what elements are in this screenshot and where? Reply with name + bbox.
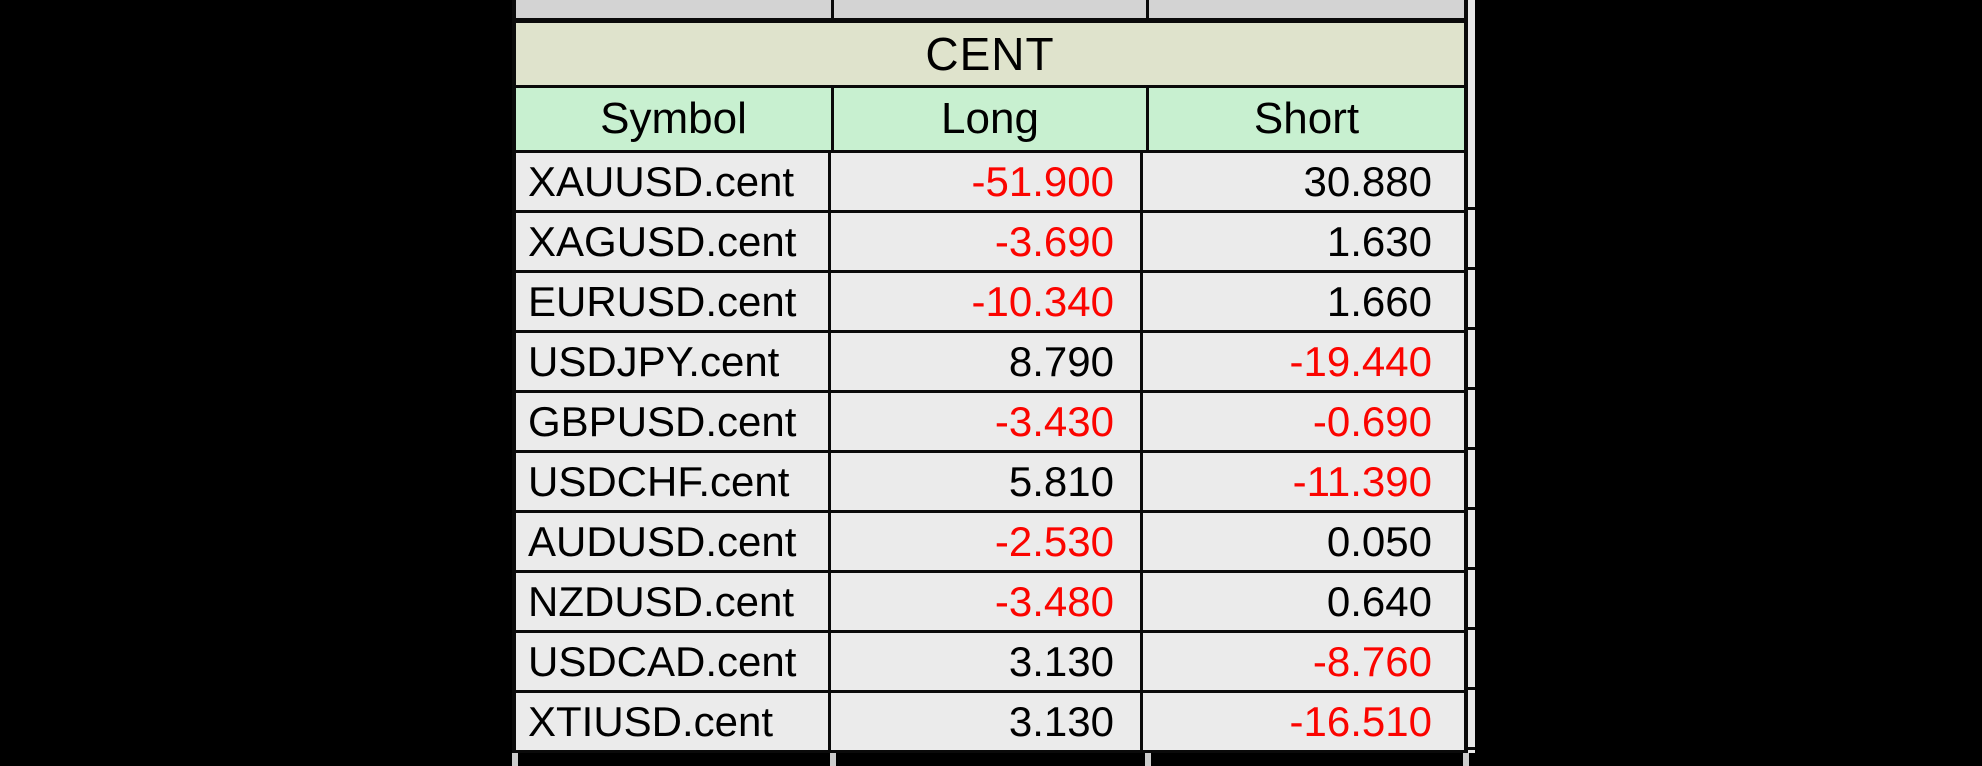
- long-value-cell: 3.130: [831, 693, 1143, 750]
- symbol-cell: EURUSD.cent: [516, 273, 831, 330]
- symbol-cell: XTIUSD.cent: [516, 693, 831, 750]
- gridline-mark: [830, 753, 836, 766]
- table-row: XTIUSD.cent 3.130 -16.510: [516, 693, 1464, 753]
- table-row: NZDUSD.cent -3.480 0.640: [516, 573, 1464, 633]
- symbol-cell: XAUUSD.cent: [516, 153, 831, 210]
- long-value-cell: -3.690: [831, 213, 1143, 270]
- symbol-cell: AUDUSD.cent: [516, 513, 831, 570]
- symbol-cell: XAGUSD.cent: [516, 213, 831, 270]
- next-row-sliver: [512, 753, 1475, 766]
- gridline-mark: [512, 753, 518, 766]
- gridline-mark: [1145, 753, 1151, 766]
- long-value-cell: -3.430: [831, 393, 1143, 450]
- long-value-cell: 8.790: [831, 333, 1143, 390]
- short-value-cell: -8.760: [1143, 633, 1458, 690]
- short-value-cell: 0.050: [1143, 513, 1458, 570]
- short-value-cell: 0.640: [1143, 573, 1458, 630]
- symbol-cell: USDCHF.cent: [516, 453, 831, 510]
- next-column-sliver: [1468, 0, 1475, 753]
- short-value-cell: -11.390: [1143, 453, 1458, 510]
- table-row: EURUSD.cent -10.340 1.660: [516, 273, 1464, 333]
- partial-cell: [834, 0, 1149, 18]
- short-value-cell: 1.630: [1143, 213, 1458, 270]
- table-row: USDCAD.cent 3.130 -8.760: [516, 633, 1464, 693]
- long-value-cell: -2.530: [831, 513, 1143, 570]
- long-value-cell: -10.340: [831, 273, 1143, 330]
- short-value-cell: -16.510: [1143, 693, 1458, 750]
- short-value-cell: -0.690: [1143, 393, 1458, 450]
- table-row: AUDUSD.cent -2.530 0.050: [516, 513, 1464, 573]
- symbol-cell: USDCAD.cent: [516, 633, 831, 690]
- long-value-cell: -51.900: [831, 153, 1143, 210]
- column-header-short: Short: [1149, 88, 1464, 150]
- table-row: XAGUSD.cent -3.690 1.630: [516, 213, 1464, 273]
- long-value-cell: -3.480: [831, 573, 1143, 630]
- column-header-symbol: Symbol: [516, 88, 834, 150]
- group-title-cent: CENT: [516, 23, 1464, 88]
- table-row: USDJPY.cent 8.790 -19.440: [516, 333, 1464, 393]
- table-row: GBPUSD.cent -3.430 -0.690: [516, 393, 1464, 453]
- gridline-mark: [1463, 753, 1469, 766]
- column-header-row: Symbol Long Short: [516, 88, 1464, 153]
- symbol-cell: USDJPY.cent: [516, 333, 831, 390]
- symbol-cell: GBPUSD.cent: [516, 393, 831, 450]
- long-value-cell: 3.130: [831, 633, 1143, 690]
- partial-cell: [516, 0, 834, 18]
- spreadsheet-region: CENT Symbol Long Short XAUUSD.cent -51.9…: [512, 0, 1475, 766]
- long-value-cell: 5.810: [831, 453, 1143, 510]
- short-value-cell: -19.440: [1143, 333, 1458, 390]
- partial-top-row: [516, 0, 1464, 23]
- short-value-cell: 30.880: [1143, 153, 1458, 210]
- partial-cell: [1149, 0, 1464, 18]
- short-value-cell: 1.660: [1143, 273, 1458, 330]
- table-row: USDCHF.cent 5.810 -11.390: [516, 453, 1464, 513]
- table-row: XAUUSD.cent -51.900 30.880: [516, 153, 1464, 213]
- column-header-long: Long: [834, 88, 1149, 150]
- cent-table: CENT Symbol Long Short XAUUSD.cent -51.9…: [512, 0, 1468, 753]
- symbol-cell: NZDUSD.cent: [516, 573, 831, 630]
